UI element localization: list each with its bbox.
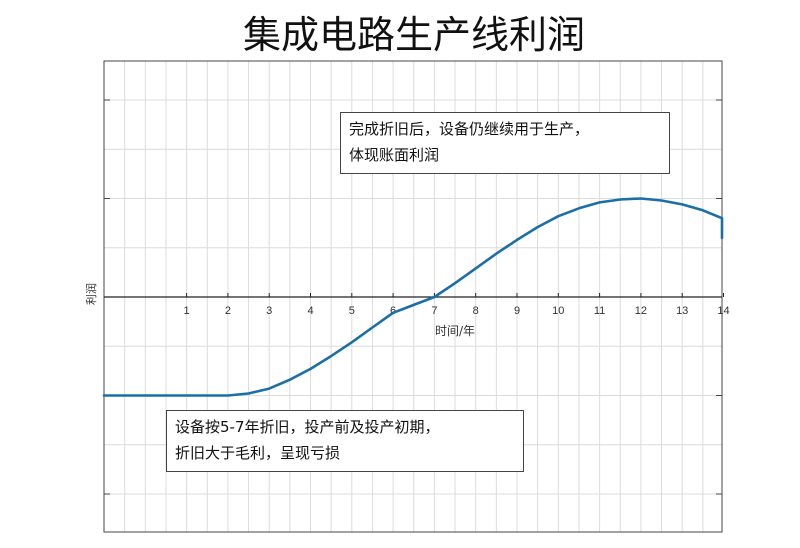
chart-title: 集成电路生产线利润	[242, 13, 585, 57]
x-tick-label: 8	[473, 305, 479, 317]
x-tick-label: 7	[431, 305, 437, 317]
x-tick-label: 9	[514, 305, 520, 317]
annotation-line: 设备按5-7年折旧，投产前及投产初期，	[175, 418, 440, 436]
x-tick-label: 12	[635, 305, 647, 317]
x-tick-label: 3	[266, 305, 272, 317]
profit-line	[102, 197, 724, 397]
x-tick-label: 14	[717, 305, 729, 317]
annotation-line: 完成折旧后，设备仍继续用于生产，	[349, 120, 590, 138]
annotation-depreciation-loss: 设备按5-7年折旧，投产前及投产初期， 折旧大于毛利，呈现亏损	[166, 410, 524, 472]
y-axis-label: 利润	[85, 283, 98, 305]
x-tick-label: 6	[390, 305, 396, 317]
x-tick-label: 10	[552, 305, 564, 317]
x-tick-label: 5	[349, 305, 355, 317]
annotation-line: 体现账面利润	[349, 146, 440, 164]
annotation-line: 折旧大于毛利，呈现亏损	[175, 444, 341, 462]
x-tick-label: 11	[594, 305, 605, 317]
x-axis-label: 时间/年	[435, 324, 475, 338]
x-tick-label: 2	[225, 305, 231, 317]
x-tick-label: 4	[307, 305, 313, 317]
x-tick-label: 1	[184, 305, 190, 317]
annotation-post-depreciation: 完成折旧后，设备仍继续用于生产， 体现账面利润	[340, 112, 670, 174]
x-tick-label: 13	[676, 305, 688, 317]
